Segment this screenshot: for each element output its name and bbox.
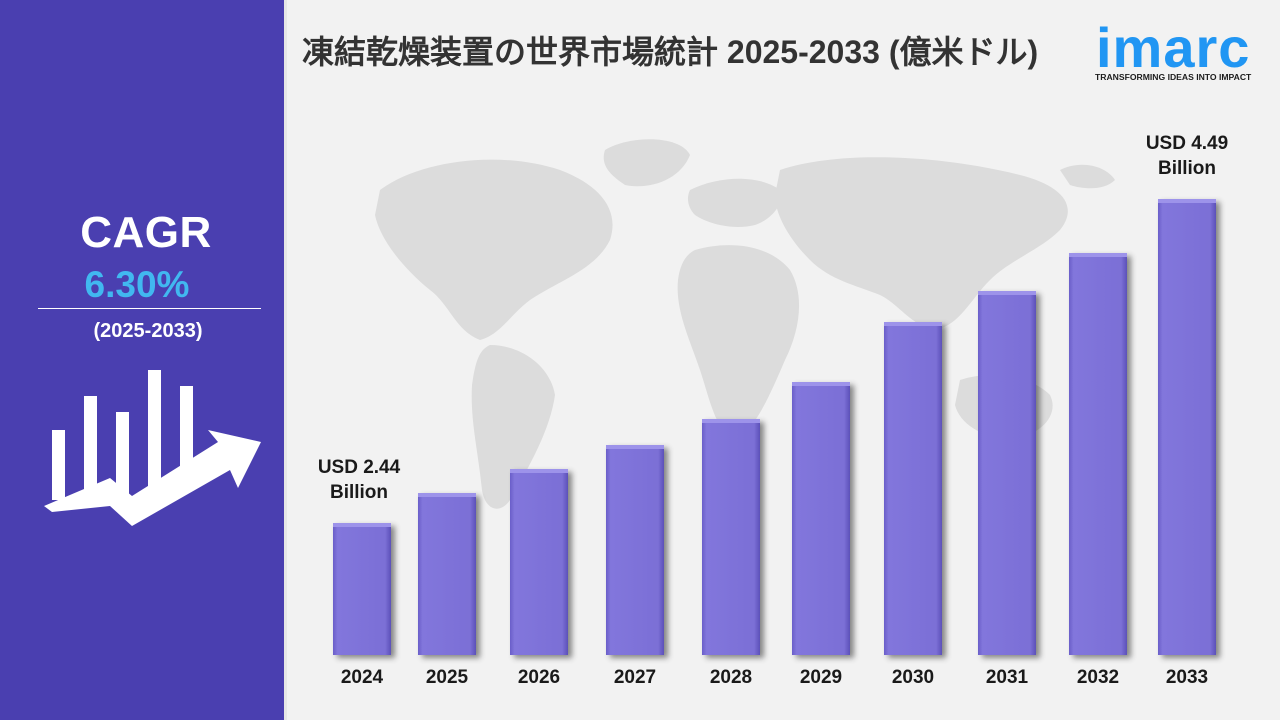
bar-cap-2028	[702, 419, 760, 423]
cagr-label: CAGR	[80, 208, 212, 257]
value-label-unit-2033: Billion	[1158, 158, 1216, 179]
x-tick-label: 2031	[986, 667, 1029, 688]
sidebar-panel: CAGR 6.30% (2025-2033)	[0, 0, 284, 720]
bar-cap-2030	[884, 322, 942, 326]
value-labels: USD 2.44 Billion USD 4.49 Billion	[318, 133, 1228, 503]
bar-2026	[510, 469, 568, 655]
bar-cap-2026	[510, 469, 568, 473]
x-tick-label: 2024	[341, 667, 384, 688]
logo-wordmark: imarc	[1096, 16, 1251, 79]
bar-2031	[978, 291, 1036, 655]
bar-2028	[702, 419, 760, 655]
x-axis-ticks: 2024 2025 2026 2027 2028 2029 2030 2031 2032 2033	[341, 667, 1208, 688]
bar-2033	[1158, 199, 1216, 655]
x-tick-label: 2027	[614, 667, 656, 688]
world-map-background	[375, 139, 1115, 509]
value-label-2024: USD 2.44	[318, 457, 401, 478]
bars-layer	[333, 199, 1216, 655]
bar-cap-2033	[1158, 199, 1216, 203]
growth-chart-arrow-icon	[44, 370, 261, 526]
x-tick-label: 2030	[892, 667, 934, 688]
bar-cap-2025	[418, 493, 476, 497]
x-tick-label: 2028	[710, 667, 752, 688]
bar-cap-2029	[792, 382, 850, 386]
bar-2029	[792, 382, 850, 655]
bar-cap-2032	[1069, 253, 1127, 257]
imarc-logo: imarc TRANSFORMING IDEAS INTO IMPACT	[1092, 10, 1267, 90]
x-tick-label: 2026	[518, 667, 560, 688]
logo-tagline: TRANSFORMING IDEAS INTO IMPACT	[1095, 72, 1252, 82]
x-tick-label: 2029	[800, 667, 842, 688]
bar-cap-2024	[333, 523, 391, 527]
panel-divider	[284, 0, 287, 720]
cagr-value: 6.30%	[84, 264, 190, 305]
bar-2032	[1069, 253, 1127, 655]
x-tick-label: 2025	[426, 667, 469, 688]
cagr-divider	[38, 308, 261, 309]
x-tick-label: 2032	[1077, 667, 1119, 688]
value-label-unit-2024: Billion	[330, 482, 388, 503]
chart-title: 凍結乾燥装置の世界市場統計 2025-2033 (億米ドル)	[302, 34, 1039, 70]
bar-cap-2031	[978, 291, 1036, 295]
bar-2024	[333, 523, 391, 655]
bar-2025	[418, 493, 476, 655]
bar-2030	[884, 322, 942, 655]
x-tick-label: 2033	[1166, 667, 1208, 688]
value-label-2033: USD 4.49	[1146, 133, 1228, 154]
cagr-period: (2025-2033)	[93, 320, 203, 342]
bar-cap-2027	[606, 445, 664, 449]
bar-2027	[606, 445, 664, 655]
